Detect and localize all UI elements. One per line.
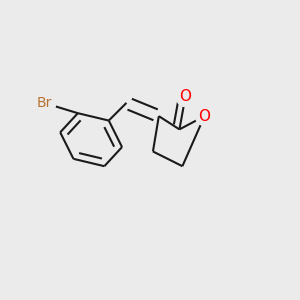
Text: O: O [199,109,211,124]
Text: O: O [179,89,191,104]
Text: Br: Br [36,96,52,110]
